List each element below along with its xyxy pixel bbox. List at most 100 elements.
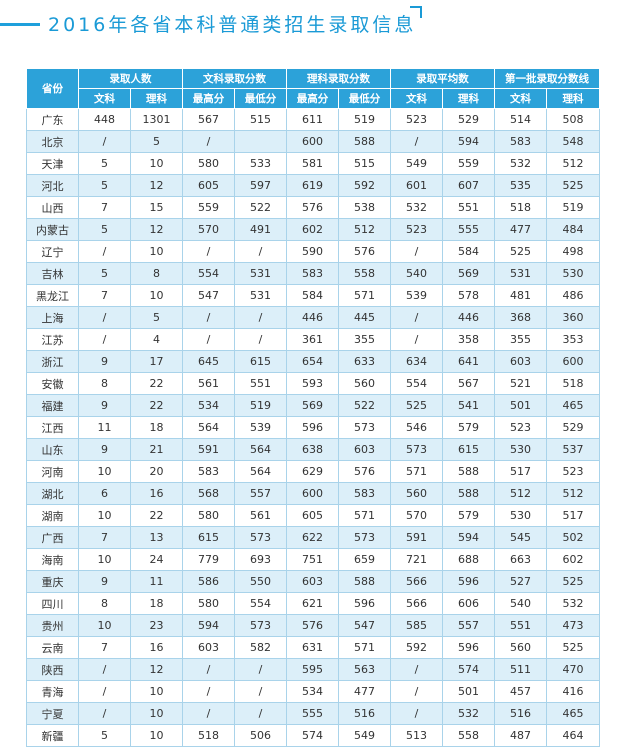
value-cell: 547 [182,284,235,307]
value-cell: 525 [546,174,600,197]
value-cell: 550 [234,570,287,593]
value-cell: 601 [390,174,443,197]
value-cell: 603 [494,350,547,373]
province-cell: 河北 [26,174,79,197]
value-cell: 481 [494,284,547,307]
value-cell: 569 [286,394,339,417]
value-cell: 9 [78,438,131,461]
value-cell: 557 [442,614,495,637]
value-cell: / [182,328,235,351]
value-cell: / [390,680,443,703]
province-cell: 海南 [26,548,79,571]
value-cell: 693 [234,548,287,571]
table-row: 海南 10 24 779 693 751 659 721 688 663 602 [26,548,600,571]
table-row: 山西 7 15 559 522 576 538 532 551 518 519 [26,196,600,219]
value-cell: 532 [494,152,547,175]
value-cell: 531 [494,262,547,285]
value-cell: 525 [494,240,547,263]
value-cell: 525 [546,636,600,659]
value-cell: / [390,306,443,329]
value-cell: 5 [78,724,131,747]
value-cell: 523 [546,460,600,483]
value-cell: 10 [130,152,183,175]
value-cell: 603 [338,438,391,461]
province-cell: 青海 [26,680,79,703]
value-cell: 569 [442,262,495,285]
header-sub: 最低分 [234,88,287,109]
value-cell: 1301 [130,108,183,131]
value-cell: / [234,658,287,681]
province-cell: 湖北 [26,482,79,505]
value-cell: 576 [338,240,391,263]
value-cell: 584 [286,284,339,307]
value-cell: / [234,680,287,703]
value-cell: 574 [286,724,339,747]
title-corner-decoration [410,6,422,18]
value-cell: 540 [494,592,547,615]
value-cell: 353 [546,328,600,351]
value-cell: 602 [286,218,339,241]
value-cell: 10 [130,680,183,703]
value-cell: 498 [546,240,600,263]
value-cell: 10 [78,504,131,527]
value-cell: 580 [182,152,235,175]
value-cell: 18 [130,416,183,439]
value-cell: 477 [338,680,391,703]
value-cell: 571 [338,636,391,659]
value-cell: 12 [130,174,183,197]
value-cell: 521 [494,372,547,395]
value-cell: 522 [338,394,391,417]
value-cell: 597 [234,174,287,197]
value-cell: 7 [78,284,131,307]
value-cell: 541 [442,394,495,417]
value-cell: 583 [494,130,547,153]
value-cell: 525 [390,394,443,417]
value-cell: 602 [546,548,600,571]
value-cell: 515 [338,152,391,175]
title-bar: 2016年各省本科普通类招生录取信息 [0,6,622,40]
admission-table: 省份 录取人数 文科录取分数 理科录取分数 录取平均数 第一批录取分数线 文科 … [26,68,600,747]
table-row: 河北 5 12 605 597 619 592 601 607 535 525 [26,174,600,197]
value-cell: 416 [546,680,600,703]
value-cell: 532 [390,196,443,219]
value-cell: 5 [130,306,183,329]
value-cell: 477 [494,218,547,241]
value-cell: 534 [182,394,235,417]
value-cell: 523 [390,218,443,241]
value-cell: 561 [234,504,287,527]
value-cell: 506 [234,724,287,747]
value-cell: / [182,306,235,329]
value-cell: 594 [442,526,495,549]
value-cell: 560 [390,482,443,505]
table-header: 省份 录取人数 文科录取分数 理科录取分数 录取平均数 第一批录取分数线 文科 … [26,68,600,109]
value-cell: 512 [546,482,600,505]
value-cell: 10 [130,240,183,263]
value-cell: 570 [390,504,443,527]
value-cell: 12 [130,658,183,681]
value-cell: 514 [494,108,547,131]
value-cell: 21 [130,438,183,461]
value-cell: 446 [286,306,339,329]
table-row: 山东 9 21 591 564 638 603 573 615 530 537 [26,438,600,461]
value-cell: 594 [182,614,235,637]
value-cell: 593 [286,372,339,395]
value-cell: 9 [78,570,131,593]
value-cell: 590 [286,240,339,263]
value-cell [234,130,287,153]
value-cell: / [78,658,131,681]
value-cell: 645 [182,350,235,373]
value-cell: 551 [494,614,547,637]
value-cell: 571 [390,460,443,483]
header-group: 录取人数 [78,68,183,89]
value-cell: 465 [546,702,600,725]
value-cell: 5 [78,152,131,175]
value-cell: 549 [390,152,443,175]
value-cell: 633 [338,350,391,373]
table-row: 青海/10//534 477/501 457 416 [26,680,600,703]
value-cell: 529 [546,416,600,439]
province-cell: 上海 [26,306,79,329]
value-cell: 566 [390,592,443,615]
value-cell: 16 [130,636,183,659]
value-cell: 10 [78,614,131,637]
table-row: 江苏/4//361 355/358 355 353 [26,328,600,351]
